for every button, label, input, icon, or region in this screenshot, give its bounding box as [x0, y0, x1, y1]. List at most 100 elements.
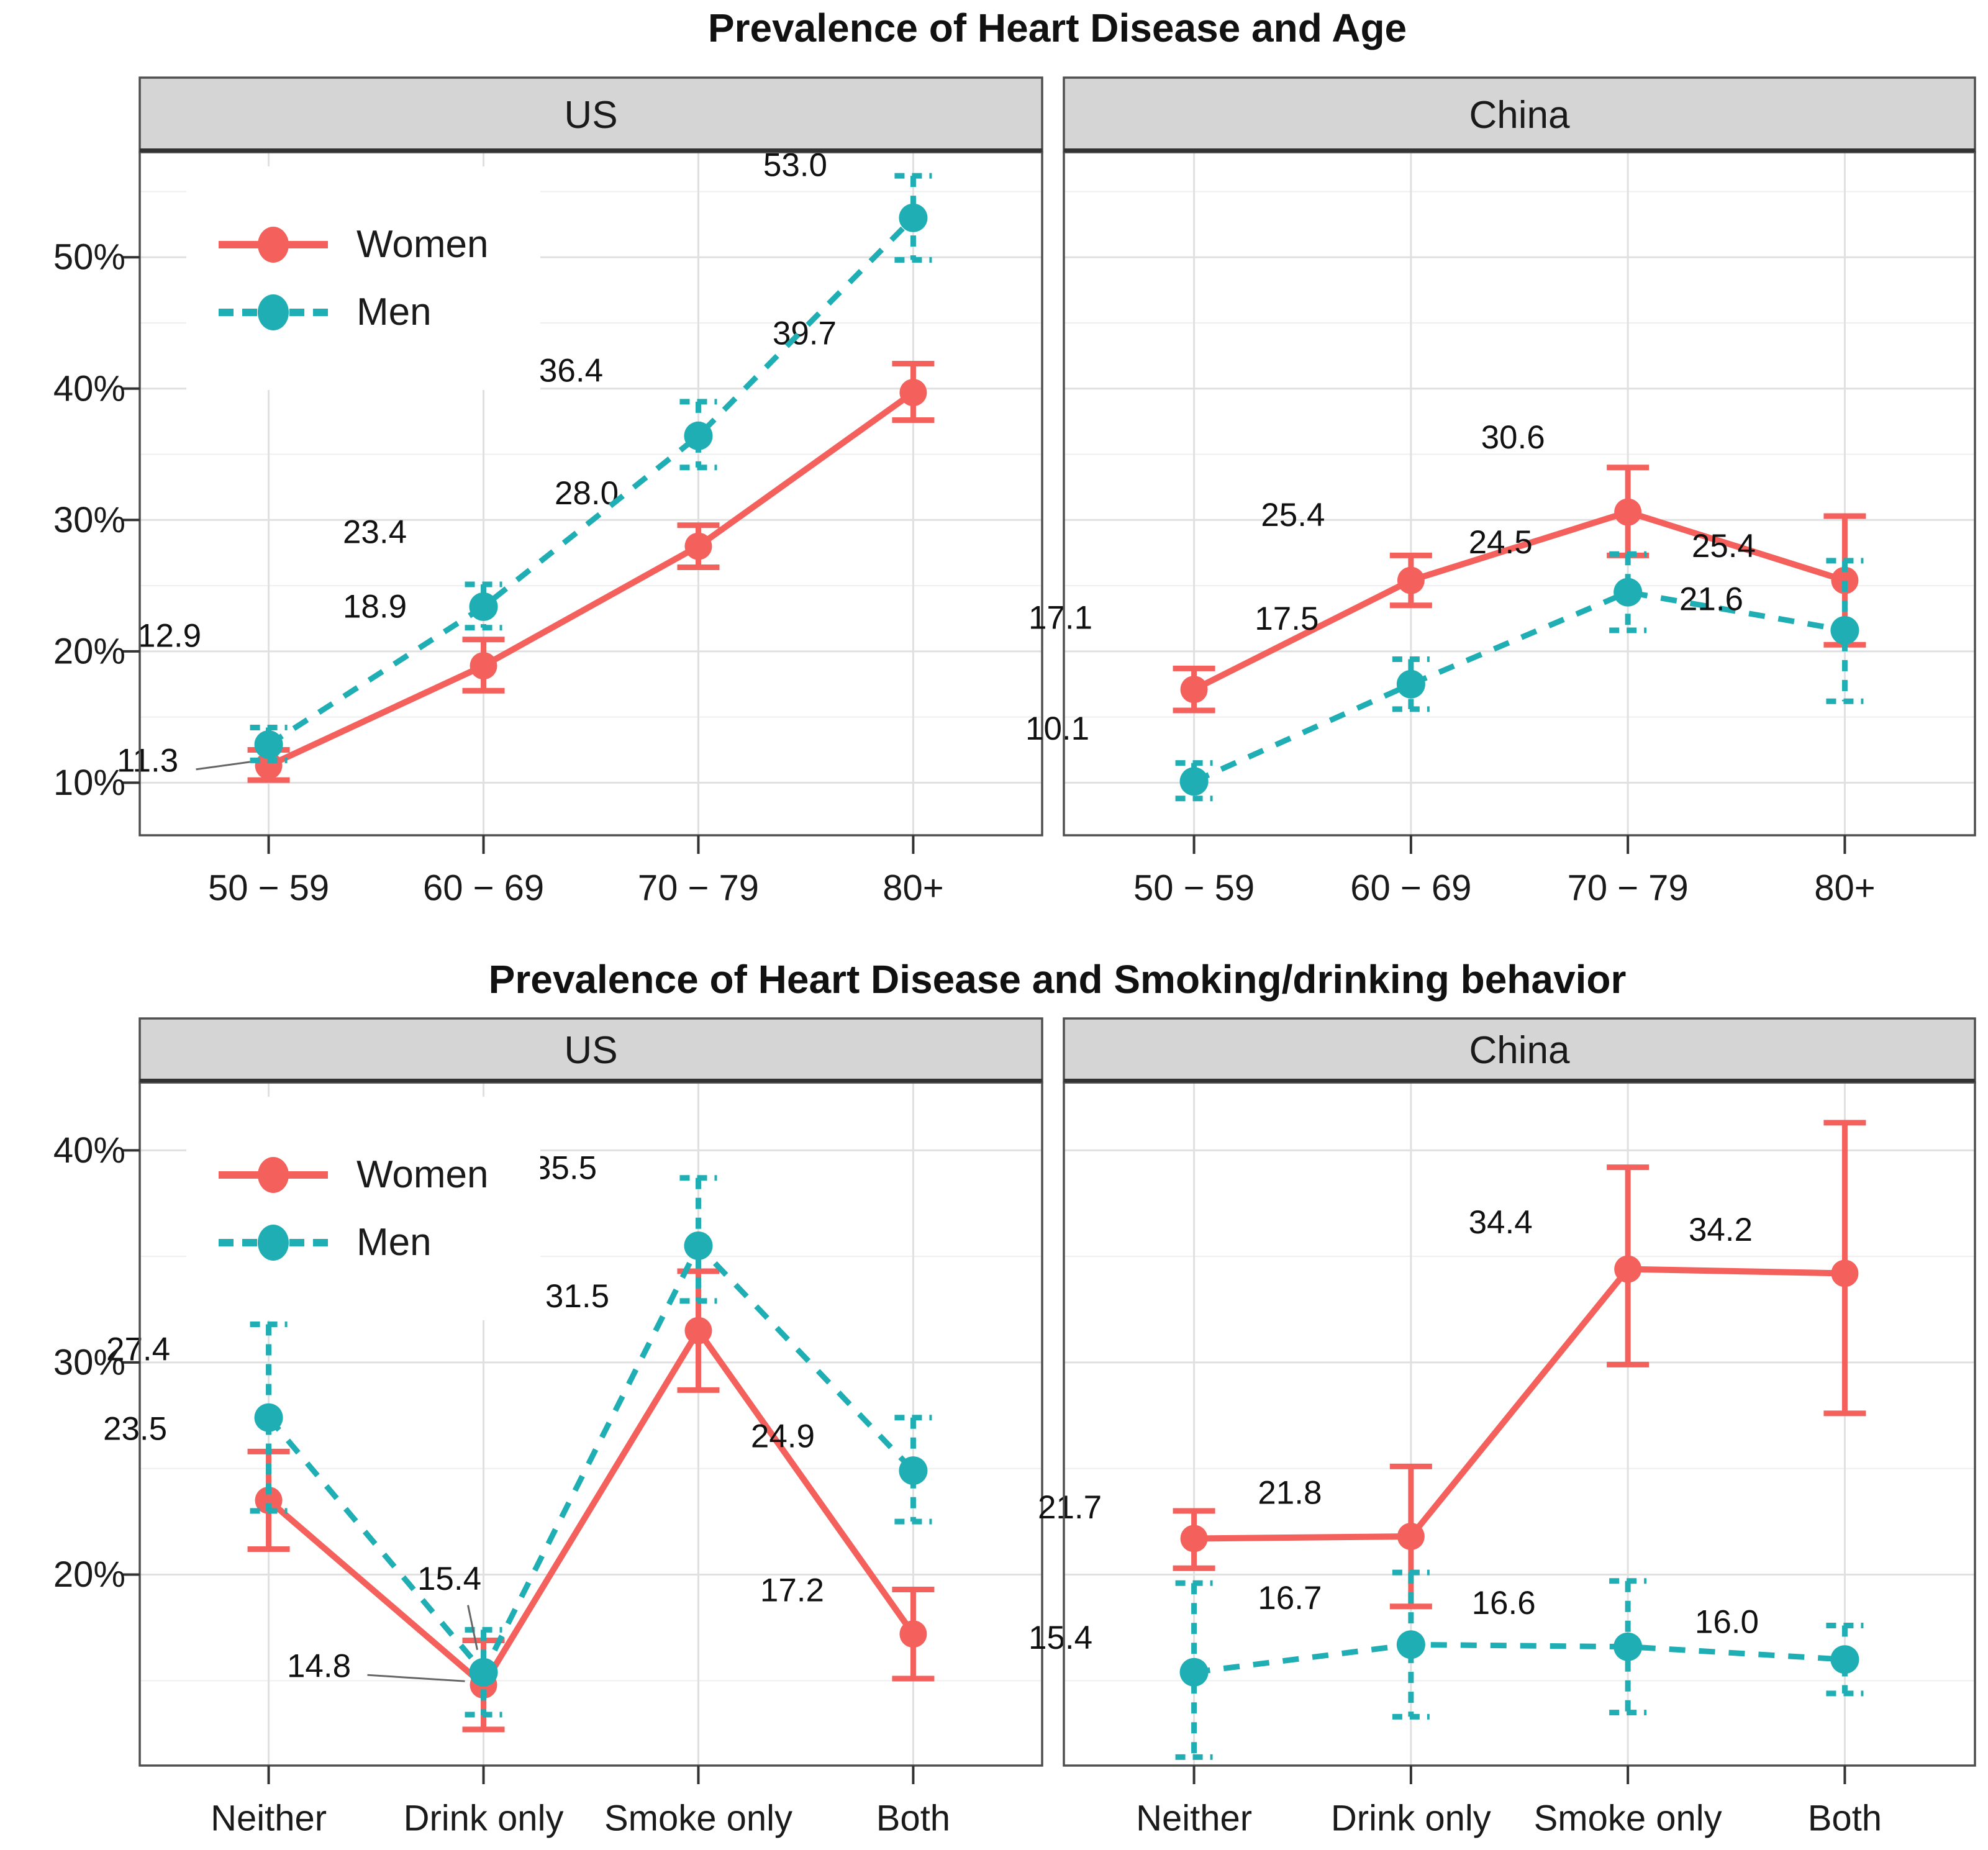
data-point-women [684, 1317, 712, 1344]
value-label: 24.5 [1469, 524, 1533, 561]
facet-strip [138, 1017, 1043, 1084]
data-point-men [1396, 669, 1425, 699]
value-label: 14.8 [287, 1648, 351, 1685]
data-point-men [469, 592, 498, 621]
legend-top-chart: Women Men [186, 166, 540, 390]
data-point-women [899, 379, 927, 407]
value-label: 21.6 [1679, 581, 1743, 618]
data-point-women [1614, 1255, 1642, 1283]
data-point-women [1180, 676, 1208, 704]
series-line-men [266, 1241, 915, 1677]
legend-item-women: Women [219, 1153, 540, 1197]
facet-strip [138, 76, 1043, 153]
value-label: 25.4 [1692, 528, 1756, 565]
value-label: 17.1 [1028, 600, 1092, 637]
data-point-women [1831, 1259, 1859, 1287]
men-dashed-line-dot-icon [219, 1223, 328, 1262]
data-point-women [1180, 1525, 1208, 1553]
series-line-men [267, 215, 915, 747]
data-point-men [899, 1456, 928, 1485]
value-label: 24.9 [751, 1418, 815, 1455]
value-label: 34.2 [1689, 1212, 1753, 1248]
y-axis-label: 30% [53, 1342, 125, 1382]
x-axis-label: Neither [211, 1798, 327, 1839]
women-line-dot-icon [219, 225, 328, 264]
panel-border [1063, 151, 1976, 837]
facet-strip-label-china-bottom: China [1469, 1029, 1570, 1072]
value-label: 30.6 [1481, 419, 1545, 456]
x-axis-label: 70 − 79 [638, 868, 759, 909]
value-label: 11.3 [117, 742, 178, 779]
x-axis-label: Drink only [404, 1798, 564, 1839]
data-point-women [255, 1486, 283, 1514]
data-point-men [1614, 578, 1643, 607]
value-label: 15.4 [1028, 1620, 1092, 1656]
legend-label-women: Women [356, 223, 489, 266]
y-axis-label: 30% [53, 500, 125, 540]
data-point-men [254, 1403, 283, 1432]
legend-label-men: Men [356, 1221, 432, 1264]
data-point-men [1614, 1632, 1643, 1661]
value-label: 23.4 [343, 514, 407, 550]
data-point-men [1396, 1630, 1425, 1659]
legend-label-women: Women [356, 1153, 489, 1196]
data-point-women [1397, 1523, 1425, 1551]
y-axis-label: 10% [53, 763, 125, 803]
data-point-women [1831, 566, 1859, 594]
facet-strip [1063, 76, 1976, 153]
value-label: 21.8 [1258, 1475, 1322, 1512]
men-dashed-line-dot-icon [219, 293, 328, 332]
series-line-women [1192, 509, 1846, 692]
x-axis-label: 80+ [1814, 868, 1875, 909]
facet-strip-label-china-top: China [1469, 93, 1570, 137]
legend-item-women: Women [219, 222, 540, 266]
x-axis-label: Both [876, 1798, 950, 1839]
data-point-men [899, 203, 928, 232]
value-label: 21.7 [1038, 1489, 1102, 1526]
value-label: 15.4 [417, 1561, 481, 1597]
series-line-women [267, 390, 915, 769]
x-axis-label: 60 − 69 [1350, 868, 1471, 909]
value-label: 28.0 [555, 475, 619, 512]
chart2-title: Prevalence of Heart Disease and Smoking/… [488, 957, 1627, 1002]
x-axis-label: 80+ [883, 868, 943, 909]
value-label: 39.7 [773, 315, 837, 352]
value-label: 25.4 [1261, 497, 1325, 533]
x-axis-label: 50 − 59 [208, 868, 329, 909]
legend-label-men: Men [356, 291, 432, 333]
data-point-women [470, 652, 497, 680]
data-point-men [1830, 616, 1859, 645]
y-axis-label: 20% [53, 1554, 125, 1595]
data-point-women [899, 1620, 927, 1648]
data-point-men [1179, 767, 1209, 796]
x-axis-label: 50 − 59 [1133, 868, 1255, 909]
facet-strip [1063, 1017, 1976, 1084]
value-label: 17.5 [1255, 601, 1319, 637]
x-axis-label: Neither [1136, 1798, 1252, 1839]
series-line-men [1194, 1641, 1845, 1675]
label-leader-line [196, 761, 250, 771]
facet-strip-label-us-top: US [564, 93, 618, 137]
value-label: 16.7 [1258, 1580, 1322, 1616]
data-point-men [254, 730, 283, 759]
data-point-men [684, 421, 713, 450]
y-axis-label: 20% [53, 631, 125, 671]
x-axis-label: Smoke only [604, 1798, 792, 1839]
value-label: 16.0 [1695, 1604, 1759, 1641]
data-point-women [1614, 498, 1642, 526]
value-label: 35.5 [533, 1150, 597, 1187]
x-axis-label: Drink only [1331, 1798, 1491, 1839]
legend-item-men: Men [219, 1220, 540, 1264]
value-label: 31.5 [545, 1278, 609, 1315]
x-axis-label: Smoke only [1534, 1798, 1722, 1839]
y-axis-label: 50% [53, 237, 125, 278]
data-point-men [1179, 1657, 1209, 1687]
label-leader-line [367, 1674, 465, 1682]
value-label: 16.6 [1472, 1585, 1536, 1621]
x-axis-label: 60 − 69 [423, 868, 544, 909]
y-axis-label: 40% [53, 368, 125, 409]
legend-item-men: Men [219, 290, 540, 334]
data-point-women [684, 532, 712, 560]
data-point-men [684, 1231, 713, 1261]
value-label: 36.4 [539, 352, 603, 389]
